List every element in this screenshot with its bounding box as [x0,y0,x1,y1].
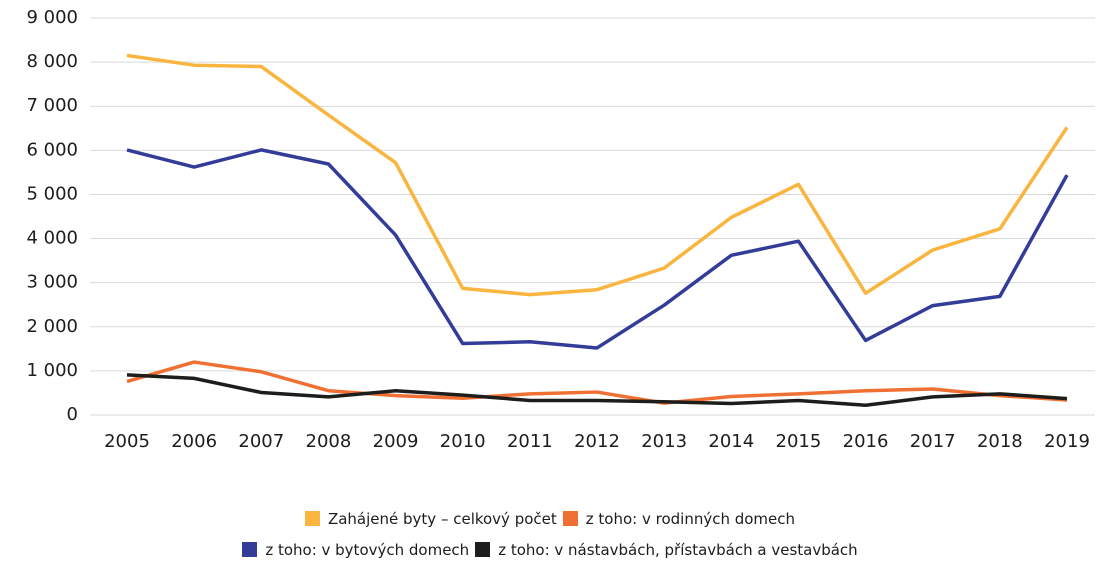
legend-row: Zahájené byty – celkový počet z toho: v r… [0,503,1100,534]
legend-item: z toho: v bytových domech [242,541,469,559]
x-tick-label: 2018 [977,431,1023,452]
legend-swatch [304,511,320,526]
legend-label: z toho: v rodinných domech [585,509,796,528]
x-tick-label: 2019 [1044,431,1090,452]
legend-item: Zahájené byty – celkový počet [304,509,557,528]
series-line [126,53,1069,297]
legend-label: z toho: v nástavbách, přístavbách a vest… [498,540,858,559]
legend-item: z toho: v rodinných domech [562,509,796,528]
x-tick-label: 2011 [507,431,553,452]
series-line [126,373,1068,408]
legend-swatch [242,542,258,557]
y-tick-label: 7 000 [26,95,78,116]
legend-item: z toho: v nástavbách, přístavbách a vest… [475,540,858,559]
legend-swatch [562,511,578,526]
x-tick-label: 2006 [171,431,217,452]
x-tick-label: 2014 [708,431,754,452]
x-tick-label: 2005 [104,431,150,452]
x-tick-label: 2012 [574,431,620,452]
y-tick-label: 5 000 [26,183,78,204]
legend-swatch [475,542,491,557]
legend-label: z toho: v bytových domech [265,540,470,559]
x-tick-label: 2013 [641,431,687,452]
y-tick-label: 0 [67,404,78,425]
y-tick-label: 1 000 [26,360,78,381]
legend-label: Zahájené byty – celkový počet [327,509,557,528]
x-tick-label: 2008 [306,431,352,452]
series-line [126,360,1068,405]
legend: Zahájené byty – celkový počet z toho: v r… [0,503,1100,565]
x-tick-label: 2007 [238,431,284,452]
x-tick-label: 2009 [373,431,419,452]
y-tick-label: 3 000 [26,272,78,293]
legend-row: z toho: v bytových domech z toho: v násta… [0,534,1100,565]
y-tick-label: 9 000 [26,7,78,28]
y-tick-label: 2 000 [26,316,78,337]
chart: 0 1 000 2 000 3 000 4 000 5 000 6 000 7 000 8 00… [26,7,1095,452]
y-tick-label: 6 000 [26,139,78,160]
x-tick-label: 2017 [910,431,956,452]
y-tick-label: 4 000 [26,228,78,249]
x-tick-label: 2016 [843,431,889,452]
x-tick-label: 2015 [776,431,822,452]
x-tick-label: 2010 [440,431,486,452]
y-tick-label: 8 000 [26,51,78,72]
series-line [126,148,1069,350]
